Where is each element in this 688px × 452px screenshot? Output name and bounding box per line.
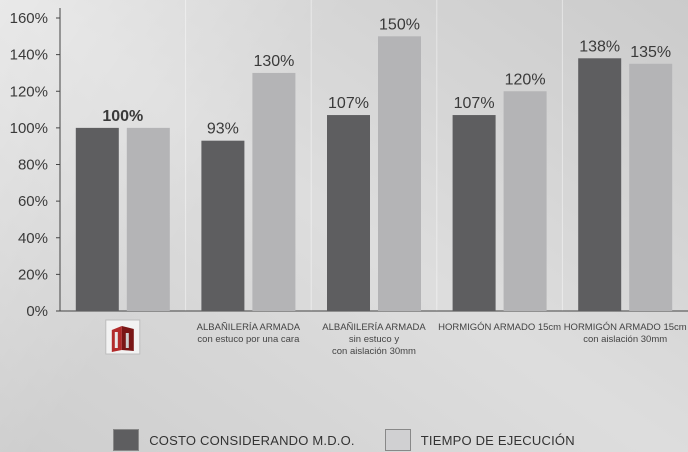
bar-tiempo [503,91,547,311]
legend-swatch-costo [113,429,140,451]
legend-item-costo: COSTO CONSIDERANDO M.D.O. [113,429,355,451]
data-label: 93% [207,121,239,138]
category-label: ALBAÑILERÍA ARMADA [322,322,426,333]
brick-block-icon [105,319,141,355]
data-label: 100% [102,108,143,125]
y-tick-label: 40% [18,230,48,247]
bar-tiempo [252,72,296,311]
category-label: ALBAÑILERÍA ARMADA [197,322,301,333]
category-label: HORMIGÓN ARMADO 15cm [438,322,561,333]
bar-costo [452,115,496,312]
data-label: 130% [253,53,294,70]
bar-costo [201,140,245,311]
category-label: con estuco por una cara [197,334,300,345]
legend-item-tiempo: TIEMPO DE EJECUCIÓN [384,429,575,451]
bar-costo [327,115,370,312]
data-label: 150% [379,16,420,33]
y-tick-label: 80% [18,157,48,174]
y-tick-label: 0% [26,303,48,320]
bar-costo [578,58,622,311]
y-tick-label: 160% [10,10,48,27]
bar-tiempo [378,36,421,311]
legend-label-tiempo: TIEMPO DE EJECUCIÓN [420,432,575,448]
legend-swatch-tiempo [384,429,411,451]
category-label: con aislación 30mm [583,334,667,345]
legend: COSTO CONSIDERANDO M.D.O. TIEMPO DE EJEC… [0,428,688,452]
bar-tiempo [126,127,170,311]
bar-costo [75,127,119,311]
category-label: sin estuco y [349,334,399,345]
category-label: con aislación 30mm [332,346,416,357]
data-label: 135% [630,44,671,61]
data-label: 138% [579,38,620,55]
category-label: HORMIGÓN ARMADO 15cm [564,322,687,333]
data-label: 107% [454,95,495,112]
y-tick-label: 20% [18,266,48,283]
y-tick-label: 120% [10,83,48,100]
data-label: 107% [328,95,369,112]
y-tick-label: 140% [10,47,48,64]
y-tick-label: 100% [10,120,48,137]
bar-tiempo [629,63,673,311]
data-label: 120% [505,71,546,88]
y-tick-label: 60% [18,193,48,210]
legend-label-costo: COSTO CONSIDERANDO M.D.O. [149,432,355,448]
